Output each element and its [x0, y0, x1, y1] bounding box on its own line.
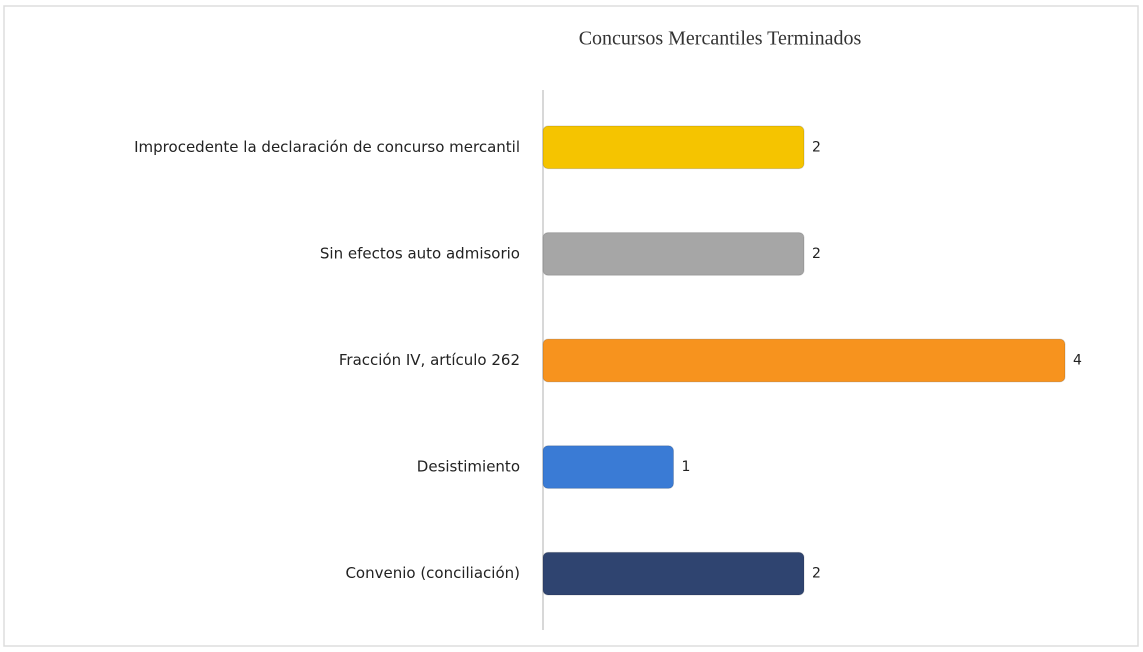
category-label: Fracción IV, artículo 262	[339, 351, 520, 369]
bar	[542, 338, 1066, 383]
bar	[542, 551, 805, 596]
value-label: 2	[812, 139, 821, 155]
value-label: 4	[1073, 353, 1082, 369]
value-label: 2	[812, 566, 821, 582]
bar	[542, 125, 805, 170]
chart-title: Concursos Mercantiles Terminados	[579, 28, 862, 50]
category-label: Desistimiento	[417, 458, 520, 476]
category-label: Improcedente la declaración de concurso …	[134, 138, 520, 156]
bar	[542, 445, 674, 489]
category-label: Convenio (conciliación)	[345, 564, 520, 582]
bar	[542, 232, 805, 276]
chart-frame	[3, 5, 1139, 647]
category-label: Sin efectos auto admisorio	[320, 244, 520, 262]
value-label: 2	[812, 246, 821, 262]
value-label: 1	[682, 459, 691, 475]
